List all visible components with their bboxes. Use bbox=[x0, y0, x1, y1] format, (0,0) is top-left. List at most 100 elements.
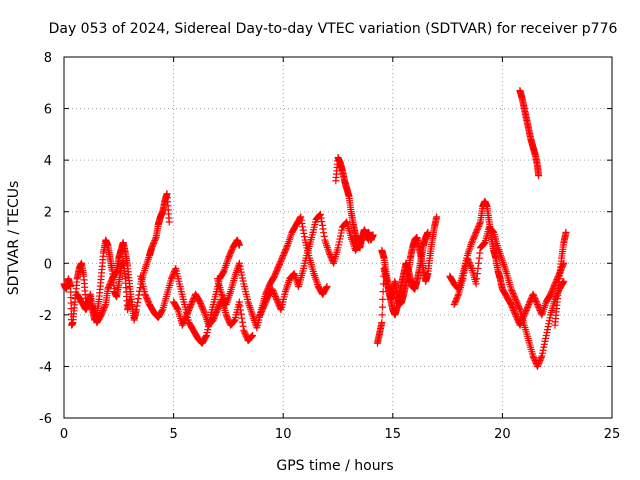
data-point bbox=[540, 343, 548, 351]
data-point bbox=[475, 259, 483, 267]
data-point bbox=[168, 273, 176, 281]
data-point bbox=[97, 311, 105, 319]
data-point bbox=[240, 326, 248, 334]
data-point bbox=[204, 326, 212, 334]
data-point bbox=[513, 314, 521, 322]
data-point bbox=[424, 228, 432, 236]
data-point bbox=[532, 298, 540, 306]
data-point bbox=[280, 249, 288, 257]
data-point bbox=[536, 357, 544, 365]
data-point bbox=[336, 235, 344, 243]
data-point bbox=[512, 295, 520, 303]
data-point bbox=[104, 285, 112, 293]
data-point bbox=[297, 213, 305, 221]
data-point bbox=[144, 296, 152, 304]
data-point bbox=[524, 302, 532, 310]
data-point bbox=[249, 331, 257, 339]
data-point bbox=[529, 352, 537, 360]
data-point bbox=[335, 241, 343, 249]
data-point bbox=[480, 239, 488, 247]
data-point bbox=[257, 309, 265, 317]
data-point bbox=[197, 299, 205, 307]
data-point bbox=[467, 263, 475, 271]
data-point bbox=[470, 233, 478, 241]
data-point bbox=[225, 253, 233, 261]
data-point bbox=[508, 288, 516, 296]
data-point bbox=[104, 284, 112, 292]
data-point bbox=[532, 296, 540, 304]
data-point bbox=[488, 227, 496, 235]
data-point bbox=[323, 282, 331, 290]
data-point bbox=[476, 220, 484, 228]
data-point bbox=[530, 293, 538, 301]
data-point bbox=[547, 289, 555, 297]
data-point bbox=[472, 228, 480, 236]
data-point bbox=[510, 306, 518, 314]
data-point bbox=[182, 312, 190, 320]
data-point bbox=[337, 232, 345, 240]
data-point bbox=[509, 305, 517, 313]
data-point bbox=[179, 320, 187, 328]
data-point bbox=[238, 271, 246, 279]
data-point bbox=[222, 311, 230, 319]
data-point bbox=[226, 251, 234, 259]
data-point bbox=[451, 298, 459, 306]
data-point bbox=[212, 309, 220, 317]
data-point bbox=[236, 262, 244, 270]
data-point bbox=[476, 249, 484, 257]
data-point bbox=[300, 229, 308, 237]
data-point bbox=[230, 317, 238, 325]
data-point bbox=[316, 210, 324, 218]
data-point bbox=[200, 307, 208, 315]
data-point bbox=[283, 243, 291, 251]
data-point bbox=[105, 282, 113, 290]
data-point bbox=[300, 233, 308, 241]
data-point bbox=[183, 309, 191, 317]
data-point bbox=[167, 275, 175, 283]
data-point bbox=[538, 349, 546, 357]
data-point bbox=[513, 300, 521, 308]
data-point bbox=[171, 266, 179, 274]
data-point bbox=[180, 318, 188, 326]
data-point bbox=[236, 302, 244, 310]
x-axis-label: GPS time / hours bbox=[276, 458, 393, 474]
data-point bbox=[181, 314, 189, 322]
data-point bbox=[258, 308, 266, 316]
y-tick-label: 4 bbox=[44, 154, 52, 169]
data-point bbox=[239, 322, 247, 330]
data-point bbox=[230, 317, 238, 325]
data-point bbox=[187, 302, 195, 310]
data-point bbox=[510, 308, 518, 316]
data-point bbox=[454, 292, 462, 300]
data-point bbox=[277, 256, 285, 264]
data-point bbox=[335, 238, 343, 246]
data-point bbox=[235, 259, 243, 267]
data-point bbox=[165, 218, 173, 226]
data-point bbox=[98, 309, 106, 317]
data-point bbox=[202, 331, 210, 339]
data-point bbox=[149, 241, 157, 249]
data-point bbox=[465, 259, 473, 267]
data-point bbox=[240, 328, 248, 336]
data-point bbox=[218, 292, 226, 300]
y-tick-label: -6 bbox=[39, 412, 52, 427]
data-point bbox=[196, 298, 204, 306]
data-point bbox=[260, 302, 268, 310]
data-point bbox=[263, 296, 271, 304]
data-point bbox=[317, 214, 325, 222]
data-point bbox=[508, 303, 516, 311]
data-point bbox=[460, 272, 468, 280]
data-point bbox=[259, 303, 267, 311]
data-point bbox=[549, 286, 557, 294]
data-point bbox=[148, 244, 156, 252]
y-tick-label: -2 bbox=[39, 309, 52, 324]
data-point bbox=[322, 284, 330, 292]
data-point bbox=[473, 227, 481, 235]
x-tick-label: 25 bbox=[604, 427, 621, 442]
data-point bbox=[534, 302, 542, 310]
data-point bbox=[188, 299, 196, 307]
data-point bbox=[509, 289, 517, 297]
data-point bbox=[106, 281, 114, 289]
data-point bbox=[320, 229, 328, 237]
